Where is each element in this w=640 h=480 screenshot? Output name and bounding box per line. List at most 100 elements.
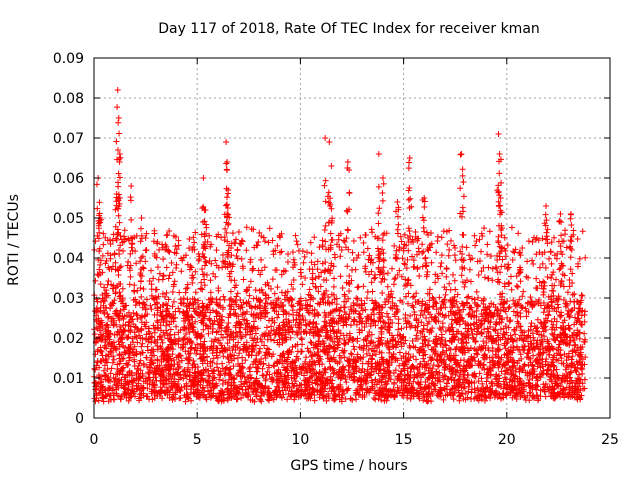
data-point (450, 396, 457, 403)
data-point (307, 239, 314, 246)
data-point (479, 380, 486, 387)
data-point (121, 306, 128, 313)
data-point (398, 273, 405, 280)
data-point (480, 338, 487, 345)
data-point (574, 235, 581, 242)
data-point (474, 351, 481, 358)
data-point (396, 331, 403, 338)
data-point (348, 277, 355, 284)
data-point (325, 293, 332, 300)
data-point (175, 305, 182, 312)
data-point (346, 288, 353, 295)
data-point (525, 309, 532, 316)
data-point (341, 291, 348, 298)
data-point (403, 265, 410, 272)
data-point (472, 338, 479, 345)
data-point (525, 349, 532, 356)
data-point (454, 304, 461, 311)
data-point (564, 289, 571, 296)
data-point (420, 397, 427, 404)
data-point (576, 371, 583, 378)
data-point (577, 364, 584, 371)
data-point (97, 281, 104, 288)
data-point (540, 278, 547, 285)
data-point (299, 248, 306, 255)
data-point (256, 348, 263, 355)
data-point (186, 235, 193, 242)
data-point (361, 324, 368, 331)
data-point (232, 333, 239, 340)
data-point (223, 324, 230, 331)
data-point (395, 316, 402, 323)
data-point (301, 372, 308, 379)
data-point (550, 269, 557, 276)
data-point (157, 333, 164, 340)
data-point (409, 362, 416, 369)
data-point (392, 275, 399, 282)
data-point (304, 249, 311, 256)
data-point (401, 231, 408, 238)
data-point (166, 227, 173, 234)
data-point (466, 266, 473, 273)
data-point (483, 378, 490, 385)
data-point (507, 332, 514, 339)
data-point (528, 320, 535, 327)
data-point (582, 254, 589, 261)
data-point (117, 323, 124, 330)
data-point (165, 296, 172, 303)
data-point (510, 308, 517, 315)
data-points (91, 87, 589, 405)
data-point (507, 317, 514, 324)
data-point (226, 297, 233, 304)
data-point (96, 364, 103, 371)
data-point (175, 335, 182, 342)
data-point (517, 278, 524, 285)
data-point (527, 359, 534, 366)
data-point (147, 302, 154, 309)
data-point (285, 311, 292, 318)
data-point (275, 366, 282, 373)
data-point (325, 348, 332, 355)
data-point (100, 367, 107, 374)
data-point (148, 267, 155, 274)
data-point (330, 283, 337, 290)
data-point (131, 282, 138, 289)
data-point (511, 249, 518, 256)
data-point (204, 388, 211, 395)
data-point (104, 250, 111, 257)
data-point (298, 348, 305, 355)
data-point (515, 230, 522, 237)
data-point (579, 321, 586, 328)
data-point (173, 246, 180, 253)
data-point (262, 300, 269, 307)
data-point (169, 288, 176, 295)
data-point (531, 395, 538, 402)
data-point (438, 260, 445, 267)
data-point (553, 334, 560, 341)
data-point (331, 275, 338, 282)
data-point (284, 396, 291, 403)
data-point (540, 349, 547, 356)
data-point (560, 296, 567, 303)
data-point (504, 242, 511, 249)
data-point (146, 330, 153, 337)
data-point (111, 331, 118, 338)
data-point (396, 267, 403, 274)
data-point (571, 291, 578, 298)
data-point (539, 260, 546, 267)
data-point (232, 322, 239, 329)
data-point (250, 318, 257, 325)
data-point (315, 288, 322, 295)
data-point (357, 311, 364, 318)
data-point (398, 325, 405, 332)
data-point (112, 259, 119, 266)
chart-title: Day 117 of 2018, Rate Of TEC Index for r… (158, 21, 540, 37)
data-point (201, 276, 208, 283)
data-point (423, 315, 430, 322)
data-point (126, 281, 133, 288)
data-point (353, 396, 360, 403)
data-point (529, 375, 536, 382)
data-point (235, 229, 242, 236)
data-point (519, 336, 526, 343)
